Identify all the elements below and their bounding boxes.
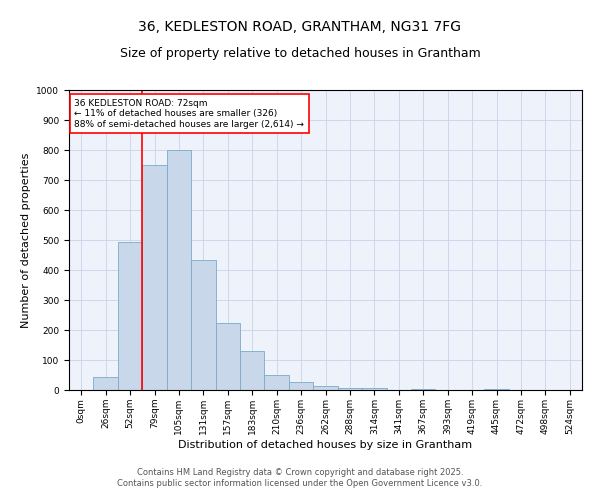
Bar: [191, 260, 215, 390]
Bar: [411, 388, 436, 390]
Bar: [167, 150, 191, 390]
Text: 36 KEDLESTON ROAD: 72sqm
← 11% of detached houses are smaller (326)
88% of semi-: 36 KEDLESTON ROAD: 72sqm ← 11% of detach…: [74, 99, 304, 129]
Text: Size of property relative to detached houses in Grantham: Size of property relative to detached ho…: [119, 48, 481, 60]
Bar: [313, 386, 338, 390]
Bar: [265, 375, 289, 390]
Bar: [94, 378, 118, 390]
Y-axis label: Number of detached properties: Number of detached properties: [21, 152, 31, 328]
Bar: [215, 322, 240, 390]
Bar: [118, 242, 142, 390]
Bar: [142, 165, 167, 390]
Text: Contains HM Land Registry data © Crown copyright and database right 2025.
Contai: Contains HM Land Registry data © Crown c…: [118, 468, 482, 487]
Text: 36, KEDLESTON ROAD, GRANTHAM, NG31 7FG: 36, KEDLESTON ROAD, GRANTHAM, NG31 7FG: [139, 20, 461, 34]
Bar: [338, 388, 362, 390]
X-axis label: Distribution of detached houses by size in Grantham: Distribution of detached houses by size …: [178, 440, 473, 450]
Bar: [484, 388, 509, 390]
Bar: [240, 351, 265, 390]
Bar: [289, 382, 313, 390]
Bar: [362, 388, 386, 390]
